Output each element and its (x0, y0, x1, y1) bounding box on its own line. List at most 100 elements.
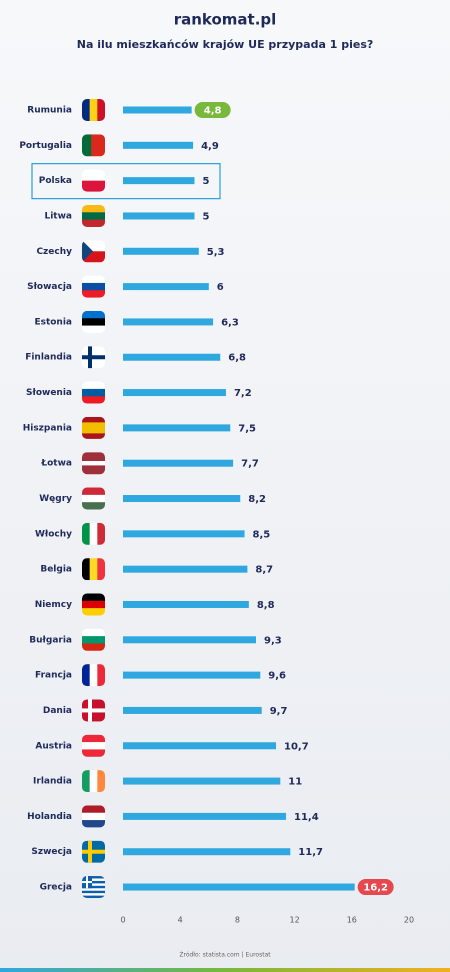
value-label: 6,3 (221, 317, 239, 328)
category-label: Belgia (40, 565, 72, 575)
value-label: 5 (203, 211, 210, 222)
category-label: Estonia (34, 317, 72, 327)
brand: rankomat.pl (174, 11, 277, 29)
x-tick-label: 4 (178, 916, 183, 925)
category-label: Holandia (27, 812, 72, 822)
value-label: 5,3 (207, 247, 225, 258)
flag (82, 487, 105, 510)
flag (82, 240, 105, 263)
category-label: Finlandia (25, 353, 72, 363)
flag (82, 876, 105, 899)
bar (123, 706, 262, 714)
flag (82, 770, 105, 793)
bar (123, 459, 234, 467)
x-tick-label: 0 (120, 916, 125, 925)
flag (82, 593, 105, 616)
bar (123, 424, 231, 432)
value-label: 4,9 (201, 141, 219, 152)
category-label: Portugalia (19, 141, 72, 151)
chart-title: Na ilu mieszkańców krajów UE przypada 1 … (77, 38, 374, 51)
category-label: Bułgaria (29, 635, 72, 645)
category-label: Francja (35, 671, 72, 681)
bar (123, 848, 291, 856)
bar (123, 565, 248, 573)
bar (123, 247, 199, 255)
source: Źródło: statista.com | Eurostat (179, 951, 271, 959)
flag (82, 416, 105, 439)
flag (82, 628, 105, 651)
category-label: Litwa (44, 211, 72, 221)
value-badge (194, 102, 231, 118)
category-label: Słowacja (27, 282, 72, 292)
category-label: Niemcy (35, 600, 72, 610)
value-label: 11,4 (294, 812, 319, 823)
value-label: 7,2 (234, 388, 252, 399)
flag (82, 346, 105, 369)
category-label: Węgry (39, 494, 72, 504)
value-label: 5 (203, 176, 210, 187)
bar (123, 671, 261, 679)
footer-bar (0, 968, 450, 972)
x-tick-label: 20 (404, 916, 414, 925)
category-label: Polska (39, 176, 72, 186)
value-label: 4,8 (204, 106, 222, 117)
value-label: 7,7 (241, 459, 259, 470)
value-label: 7,5 (238, 423, 256, 434)
bar (123, 283, 209, 291)
category-label: Słowenia (26, 388, 72, 398)
flag (82, 204, 105, 227)
value-label: 9,7 (270, 706, 288, 717)
flag (82, 169, 105, 192)
bar (123, 212, 195, 220)
value-label: 8,5 (253, 529, 271, 540)
category-label: Szwecja (31, 847, 72, 857)
category-label: Austria (35, 741, 72, 751)
value-label: 16,2 (363, 883, 388, 894)
category-label: Rumunia (27, 106, 72, 116)
x-tick-label: 16 (347, 916, 357, 925)
bar (123, 777, 281, 785)
value-label: 8,8 (257, 600, 275, 611)
flag (82, 99, 105, 121)
flag (82, 310, 105, 333)
flag (82, 381, 105, 404)
category-label: Hiszpania (23, 423, 72, 433)
flag (82, 522, 105, 545)
category-label: Włochy (35, 529, 72, 539)
value-label: 6,8 (228, 353, 246, 364)
bar (123, 883, 355, 891)
value-label: 8,7 (255, 565, 273, 576)
flag (82, 664, 105, 687)
bar (123, 530, 245, 538)
bar (123, 389, 226, 397)
category-label: Dania (43, 706, 72, 716)
flag (82, 840, 105, 863)
value-badge (357, 879, 394, 896)
value-label: 10,7 (284, 741, 309, 752)
bar (123, 353, 221, 361)
flag (82, 452, 105, 475)
bar (123, 141, 194, 149)
flag (82, 134, 105, 157)
bar (123, 318, 214, 326)
value-label: 9,3 (264, 635, 282, 646)
value-label: 6 (217, 282, 224, 293)
flag (82, 275, 105, 298)
bar (123, 812, 287, 820)
bar (123, 495, 241, 503)
flag (82, 734, 105, 757)
highlight-box (31, 163, 221, 200)
x-tick-label: 8 (235, 916, 240, 925)
x-tick-label: 12 (290, 916, 300, 925)
bar (123, 742, 277, 750)
bar (123, 177, 195, 185)
bar (123, 600, 249, 608)
value-label: 11,7 (298, 847, 323, 858)
value-label: 11 (288, 777, 302, 788)
category-label: Łotwa (40, 459, 72, 469)
category-label: Czechy (36, 247, 72, 257)
bar (123, 106, 192, 114)
flag (82, 805, 105, 828)
category-label: Irlandia (33, 777, 72, 787)
